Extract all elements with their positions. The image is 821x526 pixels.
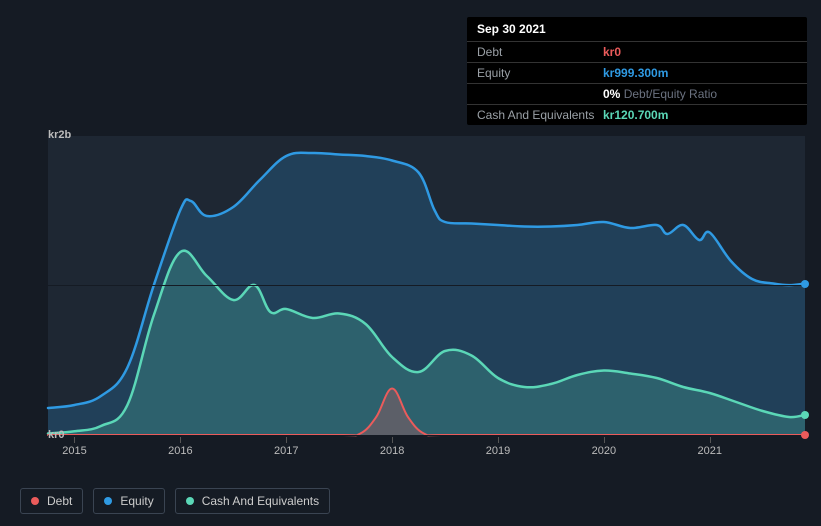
y-axis-label: kr2b <box>48 129 52 141</box>
gridline <box>48 135 805 136</box>
x-axis-label: 2019 <box>486 445 510 457</box>
tooltip-label <box>477 88 595 100</box>
legend-dot-icon <box>31 497 39 505</box>
series-end-marker <box>801 411 809 419</box>
chart-container: kr0kr2b 2015 2016 2017 2018 2019 2020 2021 <box>18 125 808 465</box>
x-axis-label: 2020 <box>592 445 616 457</box>
x-tick <box>604 437 605 443</box>
tooltip-label: Debt <box>477 46 595 58</box>
chart-tooltip: Sep 30 2021 Debt kr0 Equity kr999.300m 0% Deb… <box>467 17 807 125</box>
chart-plot-area[interactable]: kr0kr2b <box>48 135 805 435</box>
legend-label: Equity <box>120 494 153 508</box>
tooltip-row: Debt kr0 <box>467 41 807 62</box>
tooltip-row: Cash And Equivalents kr120.700m <box>467 104 807 125</box>
tooltip-row: Equity kr999.300m <box>467 62 807 83</box>
legend-label: Debt <box>47 494 72 508</box>
tooltip-value: kr0 <box>603 46 621 58</box>
tooltip-label: Equity <box>477 67 595 79</box>
tooltip-value: kr999.300m <box>603 67 668 79</box>
x-tick <box>710 437 711 443</box>
legend-dot-icon <box>186 497 194 505</box>
x-tick <box>286 437 287 443</box>
x-axis-label: 2017 <box>274 445 298 457</box>
x-axis-label: 2016 <box>168 445 192 457</box>
x-tick <box>498 437 499 443</box>
x-tick <box>392 437 393 443</box>
legend-item-equity[interactable]: Equity <box>93 488 164 514</box>
gridline <box>48 435 805 436</box>
legend-label: Cash And Equivalents <box>202 494 319 508</box>
gridline <box>48 285 805 286</box>
tooltip-row-ratio: 0% Debt/Equity Ratio <box>467 83 807 104</box>
legend-item-cash-and-equivalents[interactable]: Cash And Equivalents <box>175 488 330 514</box>
tooltip-title: Sep 30 2021 <box>467 17 807 41</box>
x-axis-label: 2021 <box>697 445 721 457</box>
x-axis-label: 2018 <box>380 445 404 457</box>
tooltip-ratio-label: Debt/Equity Ratio <box>624 87 717 101</box>
tooltip-label: Cash And Equivalents <box>477 109 595 121</box>
x-axis: 2015 2016 2017 2018 2019 2020 2021 <box>48 437 805 467</box>
tooltip-ratio-pct: 0% <box>603 87 620 101</box>
legend-item-debt[interactable]: Debt <box>20 488 83 514</box>
x-axis-label: 2015 <box>62 445 86 457</box>
legend-dot-icon <box>104 497 112 505</box>
x-tick <box>74 437 75 443</box>
chart-legend: Debt Equity Cash And Equivalents <box>20 488 330 514</box>
tooltip-value: kr120.700m <box>603 109 668 121</box>
x-tick <box>180 437 181 443</box>
series-end-marker <box>801 280 809 288</box>
